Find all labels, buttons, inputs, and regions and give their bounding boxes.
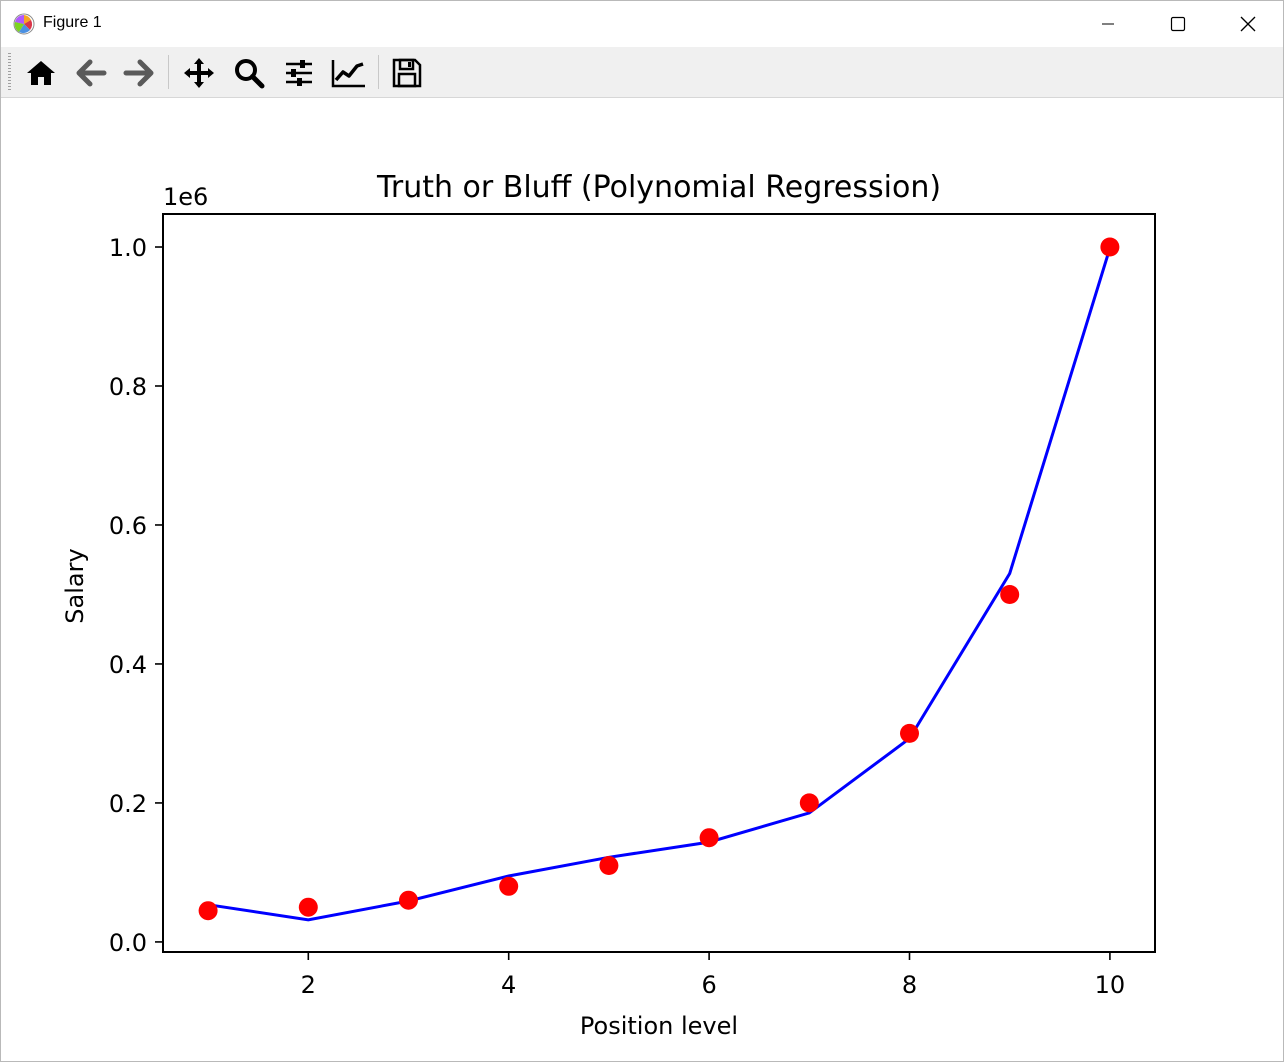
x-tick-label: 10: [1095, 971, 1126, 999]
zoom-button[interactable]: [229, 55, 269, 91]
toolbar-separator: [378, 55, 379, 89]
minimize-icon: [1102, 23, 1114, 25]
scatter-point: [599, 856, 619, 875]
y-tick-label: 0.6: [109, 512, 147, 540]
x-tick-label: 4: [501, 971, 516, 999]
scatter-point: [1000, 585, 1020, 604]
y-tick-label: 0.8: [109, 373, 147, 401]
back-arrow-icon: [76, 59, 107, 87]
x-axis-label: Position level: [580, 1012, 738, 1040]
forward-arrow-icon: [123, 59, 154, 87]
toolbar-grip: [8, 53, 11, 91]
window-title: Figure 1: [43, 14, 102, 31]
maximize-button[interactable]: [1143, 1, 1213, 47]
scatter-point: [198, 901, 218, 921]
close-icon: [1240, 16, 1256, 32]
scatter-point: [399, 890, 418, 910]
y-tick-label: 1.0: [109, 234, 147, 262]
maximize-icon: [1170, 16, 1186, 32]
pan-button[interactable]: [179, 55, 219, 91]
y-tick-label: 0.4: [109, 651, 147, 679]
save-button[interactable]: [387, 55, 427, 91]
scatter-point: [699, 828, 719, 848]
save-icon: [392, 58, 422, 88]
figure-canvas[interactable]: Truth or Bluff (Polynomial Regression) 1…: [1, 98, 1283, 1060]
x-tick-label: 8: [902, 971, 917, 999]
configure-subplots-icon: [286, 60, 312, 86]
y-axis-label: Salary: [61, 548, 89, 623]
series-layer: [198, 237, 1120, 922]
scatter-point: [1100, 237, 1120, 257]
scatter-point: [298, 897, 318, 917]
y-offset-label: 1e6: [163, 183, 208, 211]
toolbar-separator: [168, 55, 169, 89]
pan-icon: [184, 58, 214, 88]
edit-axis-button[interactable]: [329, 55, 369, 91]
plot-area[interactable]: Truth or Bluff (Polynomial Regression) 1…: [1, 98, 1283, 1060]
back-button[interactable]: [71, 55, 111, 91]
title-bar: Figure 1: [1, 1, 1283, 47]
edit-axis-icon: [331, 60, 365, 88]
chart-title: Truth or Bluff (Polynomial Regression): [376, 170, 941, 205]
y-tick-label: 0.0: [109, 929, 147, 957]
configure-subplots-button[interactable]: [279, 55, 319, 91]
forward-button[interactable]: [119, 55, 159, 91]
x-tick-label: 2: [301, 971, 316, 999]
regression-line: [207, 247, 1112, 922]
matplotlib-logo-icon: [13, 13, 35, 35]
minimize-button[interactable]: [1073, 1, 1143, 47]
y-tick-label: 0.2: [109, 790, 147, 818]
scatter-point: [799, 793, 819, 813]
axes-frame: [162, 213, 1156, 953]
scatter-point: [499, 876, 519, 896]
scatter-point: [900, 723, 919, 743]
home-button[interactable]: [21, 55, 61, 91]
navigation-toolbar: [1, 47, 1283, 98]
x-tick-label: 6: [701, 971, 716, 999]
close-button[interactable]: [1213, 1, 1283, 47]
zoom-icon: [235, 59, 265, 89]
home-icon: [27, 61, 55, 85]
ticks-layer: 2 4 6 8 10 0.0 0.2 0.4 0.6 0.8 1.0: [109, 234, 1125, 999]
